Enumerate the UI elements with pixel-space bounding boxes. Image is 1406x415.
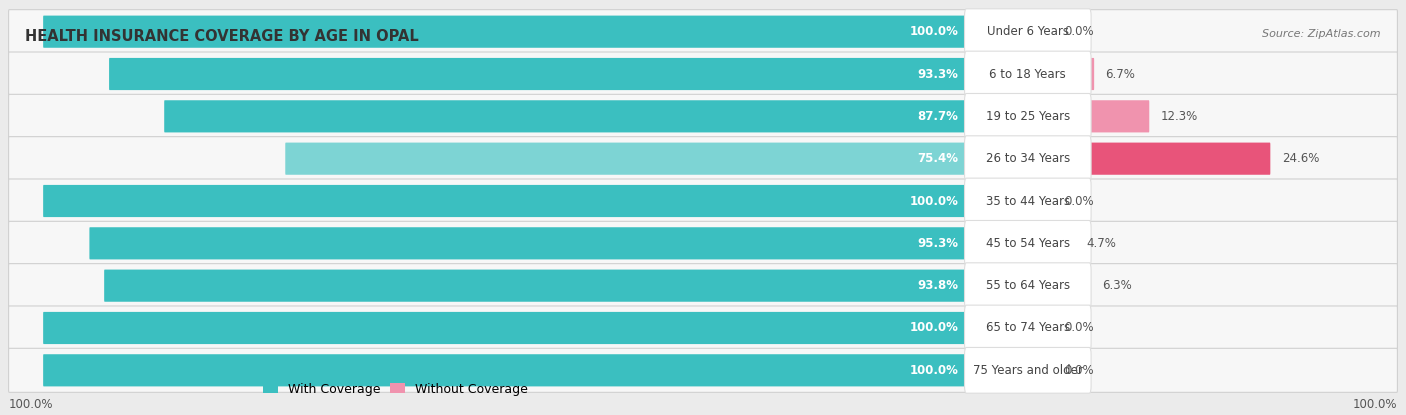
Text: 6 to 18 Years: 6 to 18 Years: [990, 68, 1066, 81]
Text: 6.7%: 6.7%: [1105, 68, 1136, 81]
FancyBboxPatch shape: [8, 137, 1398, 181]
Text: 12.3%: 12.3%: [1161, 110, 1198, 123]
Text: 93.8%: 93.8%: [918, 279, 959, 292]
Text: 75.4%: 75.4%: [918, 152, 959, 165]
FancyBboxPatch shape: [1028, 312, 1053, 344]
FancyBboxPatch shape: [965, 263, 1091, 308]
Text: 100.0%: 100.0%: [8, 398, 53, 411]
Text: 24.6%: 24.6%: [1282, 152, 1319, 165]
Text: 100.0%: 100.0%: [910, 364, 959, 377]
FancyBboxPatch shape: [1028, 185, 1053, 217]
FancyBboxPatch shape: [965, 93, 1091, 139]
Text: 100.0%: 100.0%: [910, 25, 959, 38]
Text: 19 to 25 Years: 19 to 25 Years: [986, 110, 1070, 123]
Text: 100.0%: 100.0%: [1353, 398, 1398, 411]
FancyBboxPatch shape: [44, 354, 1028, 386]
Text: 65 to 74 Years: 65 to 74 Years: [986, 322, 1070, 334]
FancyBboxPatch shape: [965, 136, 1091, 181]
FancyBboxPatch shape: [965, 178, 1091, 224]
FancyBboxPatch shape: [1028, 354, 1053, 386]
FancyBboxPatch shape: [965, 51, 1091, 97]
FancyBboxPatch shape: [110, 58, 1028, 90]
FancyBboxPatch shape: [8, 179, 1398, 223]
Text: 35 to 44 Years: 35 to 44 Years: [986, 195, 1070, 208]
Text: 95.3%: 95.3%: [918, 237, 959, 250]
Text: 0.0%: 0.0%: [1064, 25, 1094, 38]
FancyBboxPatch shape: [90, 227, 1028, 259]
Text: 100.0%: 100.0%: [910, 195, 959, 208]
FancyBboxPatch shape: [44, 16, 1028, 48]
Text: 0.0%: 0.0%: [1064, 322, 1094, 334]
Text: 0.0%: 0.0%: [1064, 195, 1094, 208]
Text: 0.0%: 0.0%: [1064, 364, 1094, 377]
Text: 100.0%: 100.0%: [910, 322, 959, 334]
FancyBboxPatch shape: [1028, 58, 1094, 90]
Legend: With Coverage, Without Coverage: With Coverage, Without Coverage: [263, 383, 529, 395]
Text: 45 to 54 Years: 45 to 54 Years: [986, 237, 1070, 250]
Text: Under 6 Years: Under 6 Years: [987, 25, 1069, 38]
FancyBboxPatch shape: [8, 306, 1398, 350]
Text: Source: ZipAtlas.com: Source: ZipAtlas.com: [1263, 29, 1381, 39]
FancyBboxPatch shape: [8, 94, 1398, 138]
FancyBboxPatch shape: [44, 185, 1028, 217]
Text: 75 Years and older: 75 Years and older: [973, 364, 1083, 377]
Text: 4.7%: 4.7%: [1085, 237, 1116, 250]
FancyBboxPatch shape: [104, 270, 1028, 302]
Text: 93.3%: 93.3%: [918, 68, 959, 81]
Text: 55 to 64 Years: 55 to 64 Years: [986, 279, 1070, 292]
FancyBboxPatch shape: [965, 9, 1091, 54]
FancyBboxPatch shape: [8, 264, 1398, 308]
FancyBboxPatch shape: [1028, 227, 1074, 259]
FancyBboxPatch shape: [8, 221, 1398, 265]
FancyBboxPatch shape: [1028, 100, 1149, 132]
FancyBboxPatch shape: [1028, 143, 1271, 175]
FancyBboxPatch shape: [165, 100, 1028, 132]
Text: 26 to 34 Years: 26 to 34 Years: [986, 152, 1070, 165]
FancyBboxPatch shape: [965, 347, 1091, 393]
FancyBboxPatch shape: [8, 52, 1398, 96]
FancyBboxPatch shape: [8, 10, 1398, 54]
FancyBboxPatch shape: [8, 348, 1398, 392]
FancyBboxPatch shape: [1028, 270, 1090, 302]
Text: 87.7%: 87.7%: [918, 110, 959, 123]
Text: HEALTH INSURANCE COVERAGE BY AGE IN OPAL: HEALTH INSURANCE COVERAGE BY AGE IN OPAL: [25, 29, 419, 44]
FancyBboxPatch shape: [285, 143, 1028, 175]
Text: 6.3%: 6.3%: [1102, 279, 1132, 292]
FancyBboxPatch shape: [965, 220, 1091, 266]
FancyBboxPatch shape: [1028, 16, 1053, 48]
FancyBboxPatch shape: [965, 305, 1091, 351]
FancyBboxPatch shape: [44, 312, 1028, 344]
